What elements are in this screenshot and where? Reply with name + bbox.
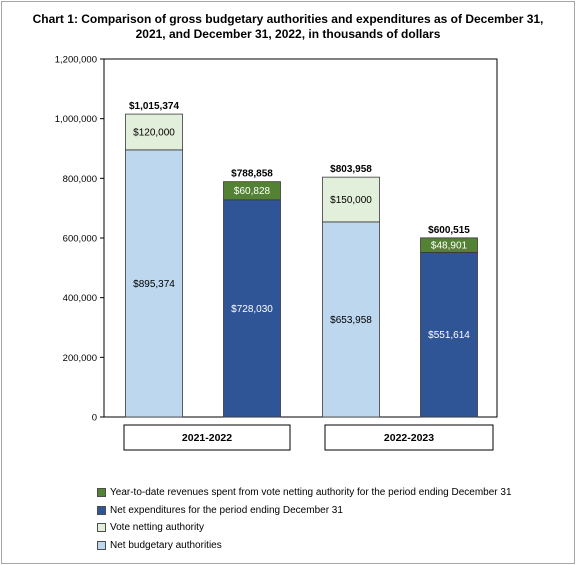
bar-segment — [322, 176, 380, 223]
bar-segment — [125, 149, 183, 418]
legend-label: Year-to-date revenues spent from vote ne… — [110, 487, 512, 499]
x-group-box — [324, 424, 494, 451]
bar-segment-label: $895,374 — [133, 279, 175, 290]
y-tick-label: 800,000 — [63, 174, 97, 185]
legend-item: Vote netting authority — [97, 519, 512, 537]
bars: $895,374 $120,000 $1,015,374 $728,030 $60,82… — [125, 101, 478, 418]
y-tick-label: 600,000 — [63, 234, 97, 245]
bar-segment — [125, 113, 183, 151]
chart-title-line-1: Chart 1: Comparison of gross budgetary a… — [32, 12, 544, 26]
legend-item: Net expenditures for the period ending D… — [97, 502, 512, 520]
bar-segment-label: $728,030 — [231, 304, 273, 315]
bar-total-label: $788,858 — [231, 169, 273, 180]
bar-segment-label: $653,958 — [330, 315, 372, 326]
legend-item: Year-to-date revenues spent from vote ne… — [97, 484, 512, 502]
plot-area: 0 200,000 400,000 600,000 800,000 1,000,000 1,… — [55, 55, 498, 451]
bar-segment-label: $150,000 — [330, 195, 372, 206]
bar-segment — [223, 199, 281, 418]
bar-total-label: $1,015,374 — [129, 101, 179, 112]
legend-swatch — [97, 540, 106, 550]
legend-label: Net budgetary authorities — [110, 539, 222, 551]
y-tick-label: 400,000 — [63, 293, 97, 304]
y-tick-label: 0 — [92, 413, 97, 424]
legend-item: Net budgetary authorities — [97, 537, 512, 555]
x-group-label: 2022-2023 — [384, 432, 434, 444]
chart-title-line-2: 2021, and December 31, 2022, in thousand… — [135, 27, 441, 41]
x-axis: 2021-2022 2022-2023 — [123, 424, 494, 451]
bar-segment-label: $120,000 — [133, 127, 175, 138]
bar-segment-label: $551,614 — [428, 330, 470, 341]
y-tick-label: 1,000,000 — [55, 114, 97, 125]
x-group-label: 2021-2022 — [182, 432, 232, 444]
y-tick-label: 200,000 — [63, 353, 97, 364]
bar-total-label: $803,958 — [330, 164, 372, 175]
legend-swatch — [97, 505, 106, 515]
x-group-box — [123, 424, 291, 451]
legend-swatch — [97, 523, 106, 533]
bar-segment-label: $48,901 — [431, 241, 468, 252]
bar-segment — [322, 221, 380, 418]
legend-label: Vote netting authority — [110, 522, 204, 534]
y-tick-label: 1,200,000 — [55, 55, 97, 66]
bar-segment-label: $60,828 — [234, 186, 271, 197]
bar-segment — [420, 237, 478, 253]
bar-total-label: $600,515 — [428, 225, 470, 236]
legend: Year-to-date revenues spent from vote ne… — [97, 484, 512, 554]
chart-title: Chart 1: Comparison of gross budgetary a… — [0, 12, 576, 42]
legend-label: Net expenditures for the period ending D… — [110, 504, 343, 516]
legend-swatch — [97, 488, 106, 498]
bar-segment — [223, 181, 281, 201]
y-axis: 0 200,000 400,000 600,000 800,000 1,000,000 1,… — [55, 55, 498, 424]
